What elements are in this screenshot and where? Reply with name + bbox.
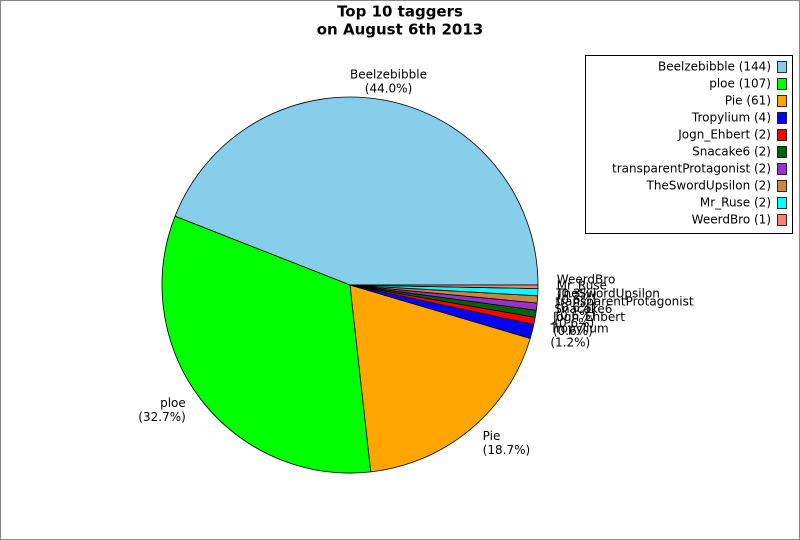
legend-label: Beelzebibble (144): [658, 60, 771, 74]
legend-swatch: [777, 78, 787, 90]
slice-percent: (0.6%): [557, 292, 597, 306]
legend-label: Snacake6 (2): [692, 145, 771, 159]
slice-label: ploe: [160, 396, 186, 410]
slice-percent: (32.7%): [138, 410, 185, 424]
slice-label: TheSwordUpsilon: [555, 286, 660, 300]
legend-swatch: [777, 61, 787, 73]
legend-box: [585, 55, 793, 234]
slice-label: WeerdBro: [557, 272, 616, 286]
legend-label: Jogn_Ehbert (2): [677, 128, 771, 142]
slice-percent: (18.7%): [483, 443, 530, 457]
legend-swatch: [777, 146, 787, 158]
slice-percent: (44.0%): [365, 81, 412, 95]
slice-percent: (0.6%): [556, 300, 596, 314]
pie-slice: [349, 284, 531, 473]
legend-swatch: [777, 197, 787, 209]
legend-label: ploe (107): [709, 77, 771, 91]
legend-swatch: [777, 95, 787, 107]
slice-label: Tropylium: [549, 322, 608, 336]
legend-label: TheSwordUpsilon (2): [645, 179, 771, 193]
slice-label: Jogn_Ehbert: [552, 310, 625, 324]
legend-label: Tropylium (4): [691, 111, 771, 125]
pie-slice: [161, 215, 372, 474]
slice-percent: (0.6%): [554, 316, 594, 330]
legend-swatch: [777, 163, 787, 175]
legend-label: Pie (61): [725, 94, 771, 108]
slice-label: transparentProtagonist: [555, 294, 693, 308]
legend-label: transparentProtagonist (2): [612, 162, 771, 176]
chart-title: on August 6th 2013: [317, 21, 484, 39]
legend-swatch: [777, 112, 787, 124]
slice-label: Snacake6: [554, 302, 612, 316]
slice-percent: (0.3%): [557, 286, 597, 300]
pie-slice: [349, 284, 539, 290]
legend-label: WeerdBro (1): [692, 213, 771, 227]
pie-slice: [174, 96, 539, 286]
slice-percent: (0.6%): [555, 308, 595, 322]
slice-label: Mr_Ruse: [557, 278, 607, 292]
slice-label: Pie: [483, 429, 501, 443]
legend-swatch: [777, 129, 787, 141]
legend-label: Mr_Ruse (2): [700, 196, 771, 210]
slice-label: Beelzebibble: [350, 67, 427, 81]
legend-swatch: [777, 180, 787, 192]
chart-title: Top 10 taggers: [337, 3, 463, 21]
slice-percent: (1.2%): [550, 336, 590, 350]
legend-swatch: [777, 214, 787, 226]
slice-percent: (0.6%): [553, 324, 593, 338]
